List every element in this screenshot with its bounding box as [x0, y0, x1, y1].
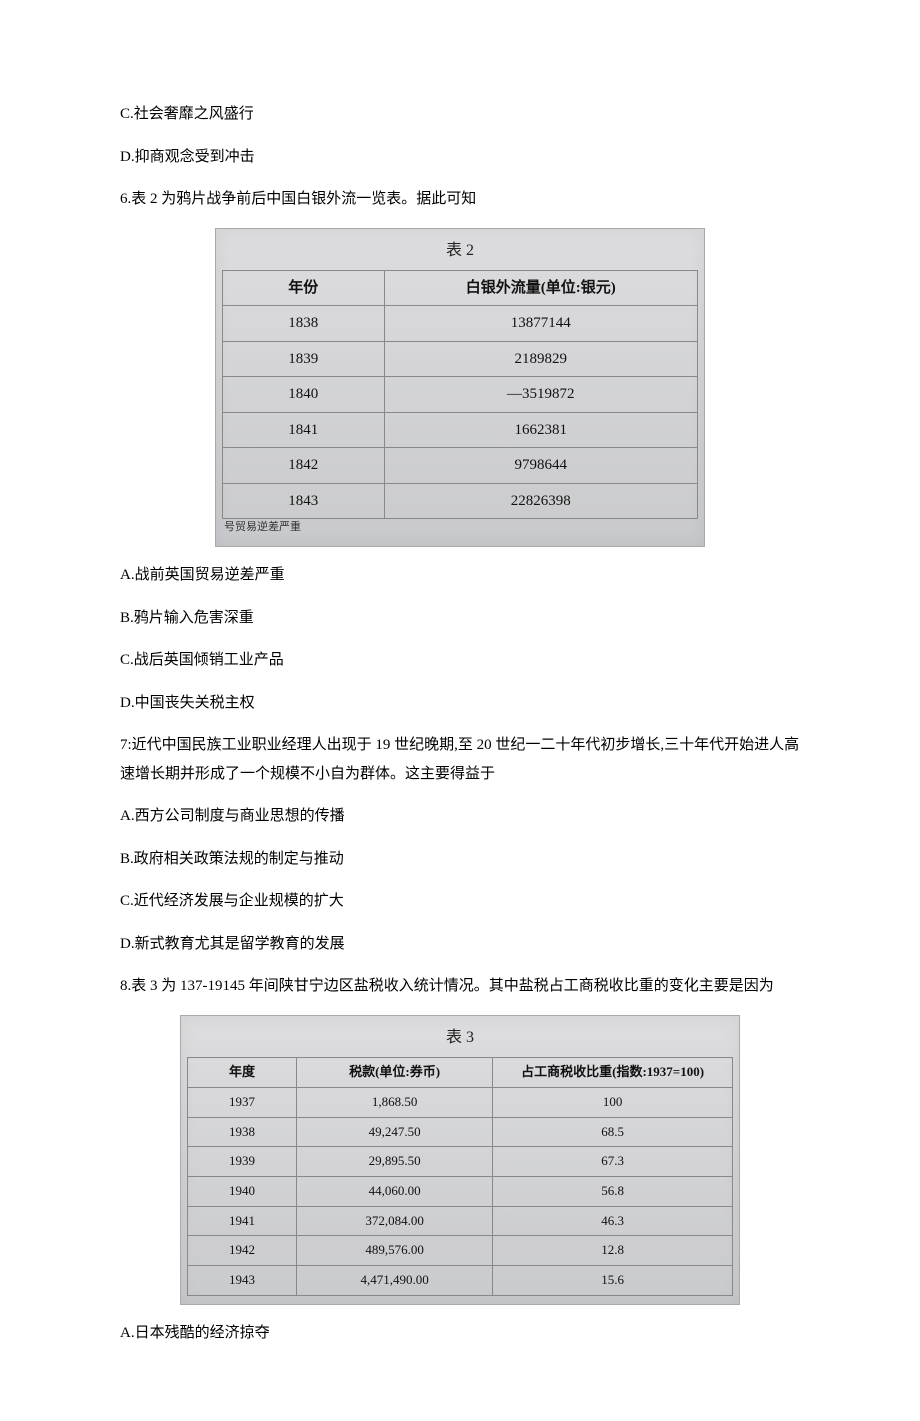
- q7-option-d: D.新式教育尤其是留学教育的发展: [120, 930, 800, 959]
- q6-option-c: C.战后英国倾销工业产品: [120, 646, 800, 675]
- cell-year: 1941: [188, 1206, 297, 1236]
- q7-option-c: C.近代经济发展与企业规模的扩大: [120, 887, 800, 916]
- q6-table: 年份 白银外流量(单位:银元) 183813877144183921898291…: [222, 270, 698, 520]
- q8-table-caption: 表 3: [187, 1020, 733, 1057]
- cell-year: 1838: [223, 306, 385, 342]
- table-header-row: 年度 税款(单位:券币) 占工商税收比重(指数:1937=100): [188, 1058, 733, 1088]
- q8-table-photo: 表 3 年度 税款(单位:券币) 占工商税收比重(指数:1937=100) 19…: [180, 1015, 740, 1305]
- q6-table-caption: 表 2: [222, 233, 698, 270]
- q6-table-wrap: 表 2 年份 白银外流量(单位:银元) 18381387714418392189…: [120, 228, 800, 548]
- cell-ratio: 12.8: [493, 1236, 733, 1266]
- q6-th-year: 年份: [223, 270, 385, 306]
- cell-amount: 4,471,490.00: [297, 1265, 493, 1295]
- cell-year: 1843: [223, 483, 385, 519]
- cell-year: 1940: [188, 1176, 297, 1206]
- q5-option-c: C.社会奢靡之风盛行: [120, 100, 800, 129]
- table-row: 1840—3519872: [223, 377, 698, 413]
- table-row: 1942489,576.0012.8: [188, 1236, 733, 1266]
- q8-th-amount: 税款(单位:券币): [297, 1058, 493, 1088]
- cell-value: —3519872: [384, 377, 698, 413]
- q6-option-d: D.中国丧失关税主权: [120, 689, 800, 718]
- q8-table-wrap: 表 3 年度 税款(单位:券币) 占工商税收比重(指数:1937=100) 19…: [120, 1015, 800, 1305]
- q8-option-a: A.日本残酷的经济掠夺: [120, 1319, 800, 1348]
- cell-amount: 44,060.00: [297, 1176, 493, 1206]
- cell-ratio: 56.8: [493, 1176, 733, 1206]
- table-row: 1941372,084.0046.3: [188, 1206, 733, 1236]
- cell-ratio: 68.5: [493, 1117, 733, 1147]
- q6-cut-note: 号贸易逆差严重: [222, 517, 698, 538]
- table-row: 193929,895.5067.3: [188, 1147, 733, 1177]
- table-row: 193849,247.5068.5: [188, 1117, 733, 1147]
- cell-amount: 489,576.00: [297, 1236, 493, 1266]
- cell-amount: 1,868.50: [297, 1087, 493, 1117]
- q6-option-a: A.战前英国贸易逆差严重: [120, 561, 800, 590]
- q8-table: 年度 税款(单位:券币) 占工商税收比重(指数:1937=100) 19371,…: [187, 1057, 733, 1296]
- table-row: 194044,060.0056.8: [188, 1176, 733, 1206]
- cell-ratio: 15.6: [493, 1265, 733, 1295]
- table-row: 19371,868.50100: [188, 1087, 733, 1117]
- table-row: 183813877144: [223, 306, 698, 342]
- table-row: 184322826398: [223, 483, 698, 519]
- cell-ratio: 100: [493, 1087, 733, 1117]
- cell-year: 1937: [188, 1087, 297, 1117]
- cell-year: 1841: [223, 412, 385, 448]
- q7-option-b: B.政府相关政策法规的制定与推动: [120, 845, 800, 874]
- q7-option-a: A.西方公司制度与商业思想的传播: [120, 802, 800, 831]
- cell-value: 9798644: [384, 448, 698, 484]
- cell-year: 1943: [188, 1265, 297, 1295]
- cell-year: 1942: [188, 1236, 297, 1266]
- q5-option-d: D.抑商观念受到冲击: [120, 143, 800, 172]
- cell-ratio: 67.3: [493, 1147, 733, 1177]
- cell-year: 1839: [223, 341, 385, 377]
- q8-th-ratio: 占工商税收比重(指数:1937=100): [493, 1058, 733, 1088]
- q8-th-year: 年度: [188, 1058, 297, 1088]
- cell-value: 22826398: [384, 483, 698, 519]
- cell-year: 1939: [188, 1147, 297, 1177]
- cell-value: 1662381: [384, 412, 698, 448]
- q6-stem: 6.表 2 为鸦片战争前后中国白银外流一览表。据此可知: [120, 185, 800, 214]
- cell-year: 1938: [188, 1117, 297, 1147]
- cell-year: 1840: [223, 377, 385, 413]
- table-row: 19434,471,490.0015.6: [188, 1265, 733, 1295]
- q7-stem: 7:近代中国民族工业职业经理人出现于 19 世纪晚期,至 20 世纪一二十年代初…: [120, 731, 800, 788]
- table-row: 18411662381: [223, 412, 698, 448]
- cell-year: 1842: [223, 448, 385, 484]
- q6-option-b: B.鸦片输入危害深重: [120, 604, 800, 633]
- cell-ratio: 46.3: [493, 1206, 733, 1236]
- cell-amount: 372,084.00: [297, 1206, 493, 1236]
- table-row: 18392189829: [223, 341, 698, 377]
- cell-value: 13877144: [384, 306, 698, 342]
- table-header-row: 年份 白银外流量(单位:银元): [223, 270, 698, 306]
- cell-amount: 49,247.50: [297, 1117, 493, 1147]
- q6-th-value: 白银外流量(单位:银元): [384, 270, 698, 306]
- q6-table-photo: 表 2 年份 白银外流量(单位:银元) 18381387714418392189…: [215, 228, 705, 548]
- cell-amount: 29,895.50: [297, 1147, 493, 1177]
- q8-stem: 8.表 3 为 137-19145 年间陕甘宁边区盐税收入统计情况。其中盐税占工…: [120, 972, 800, 1001]
- cell-value: 2189829: [384, 341, 698, 377]
- table-row: 18429798644: [223, 448, 698, 484]
